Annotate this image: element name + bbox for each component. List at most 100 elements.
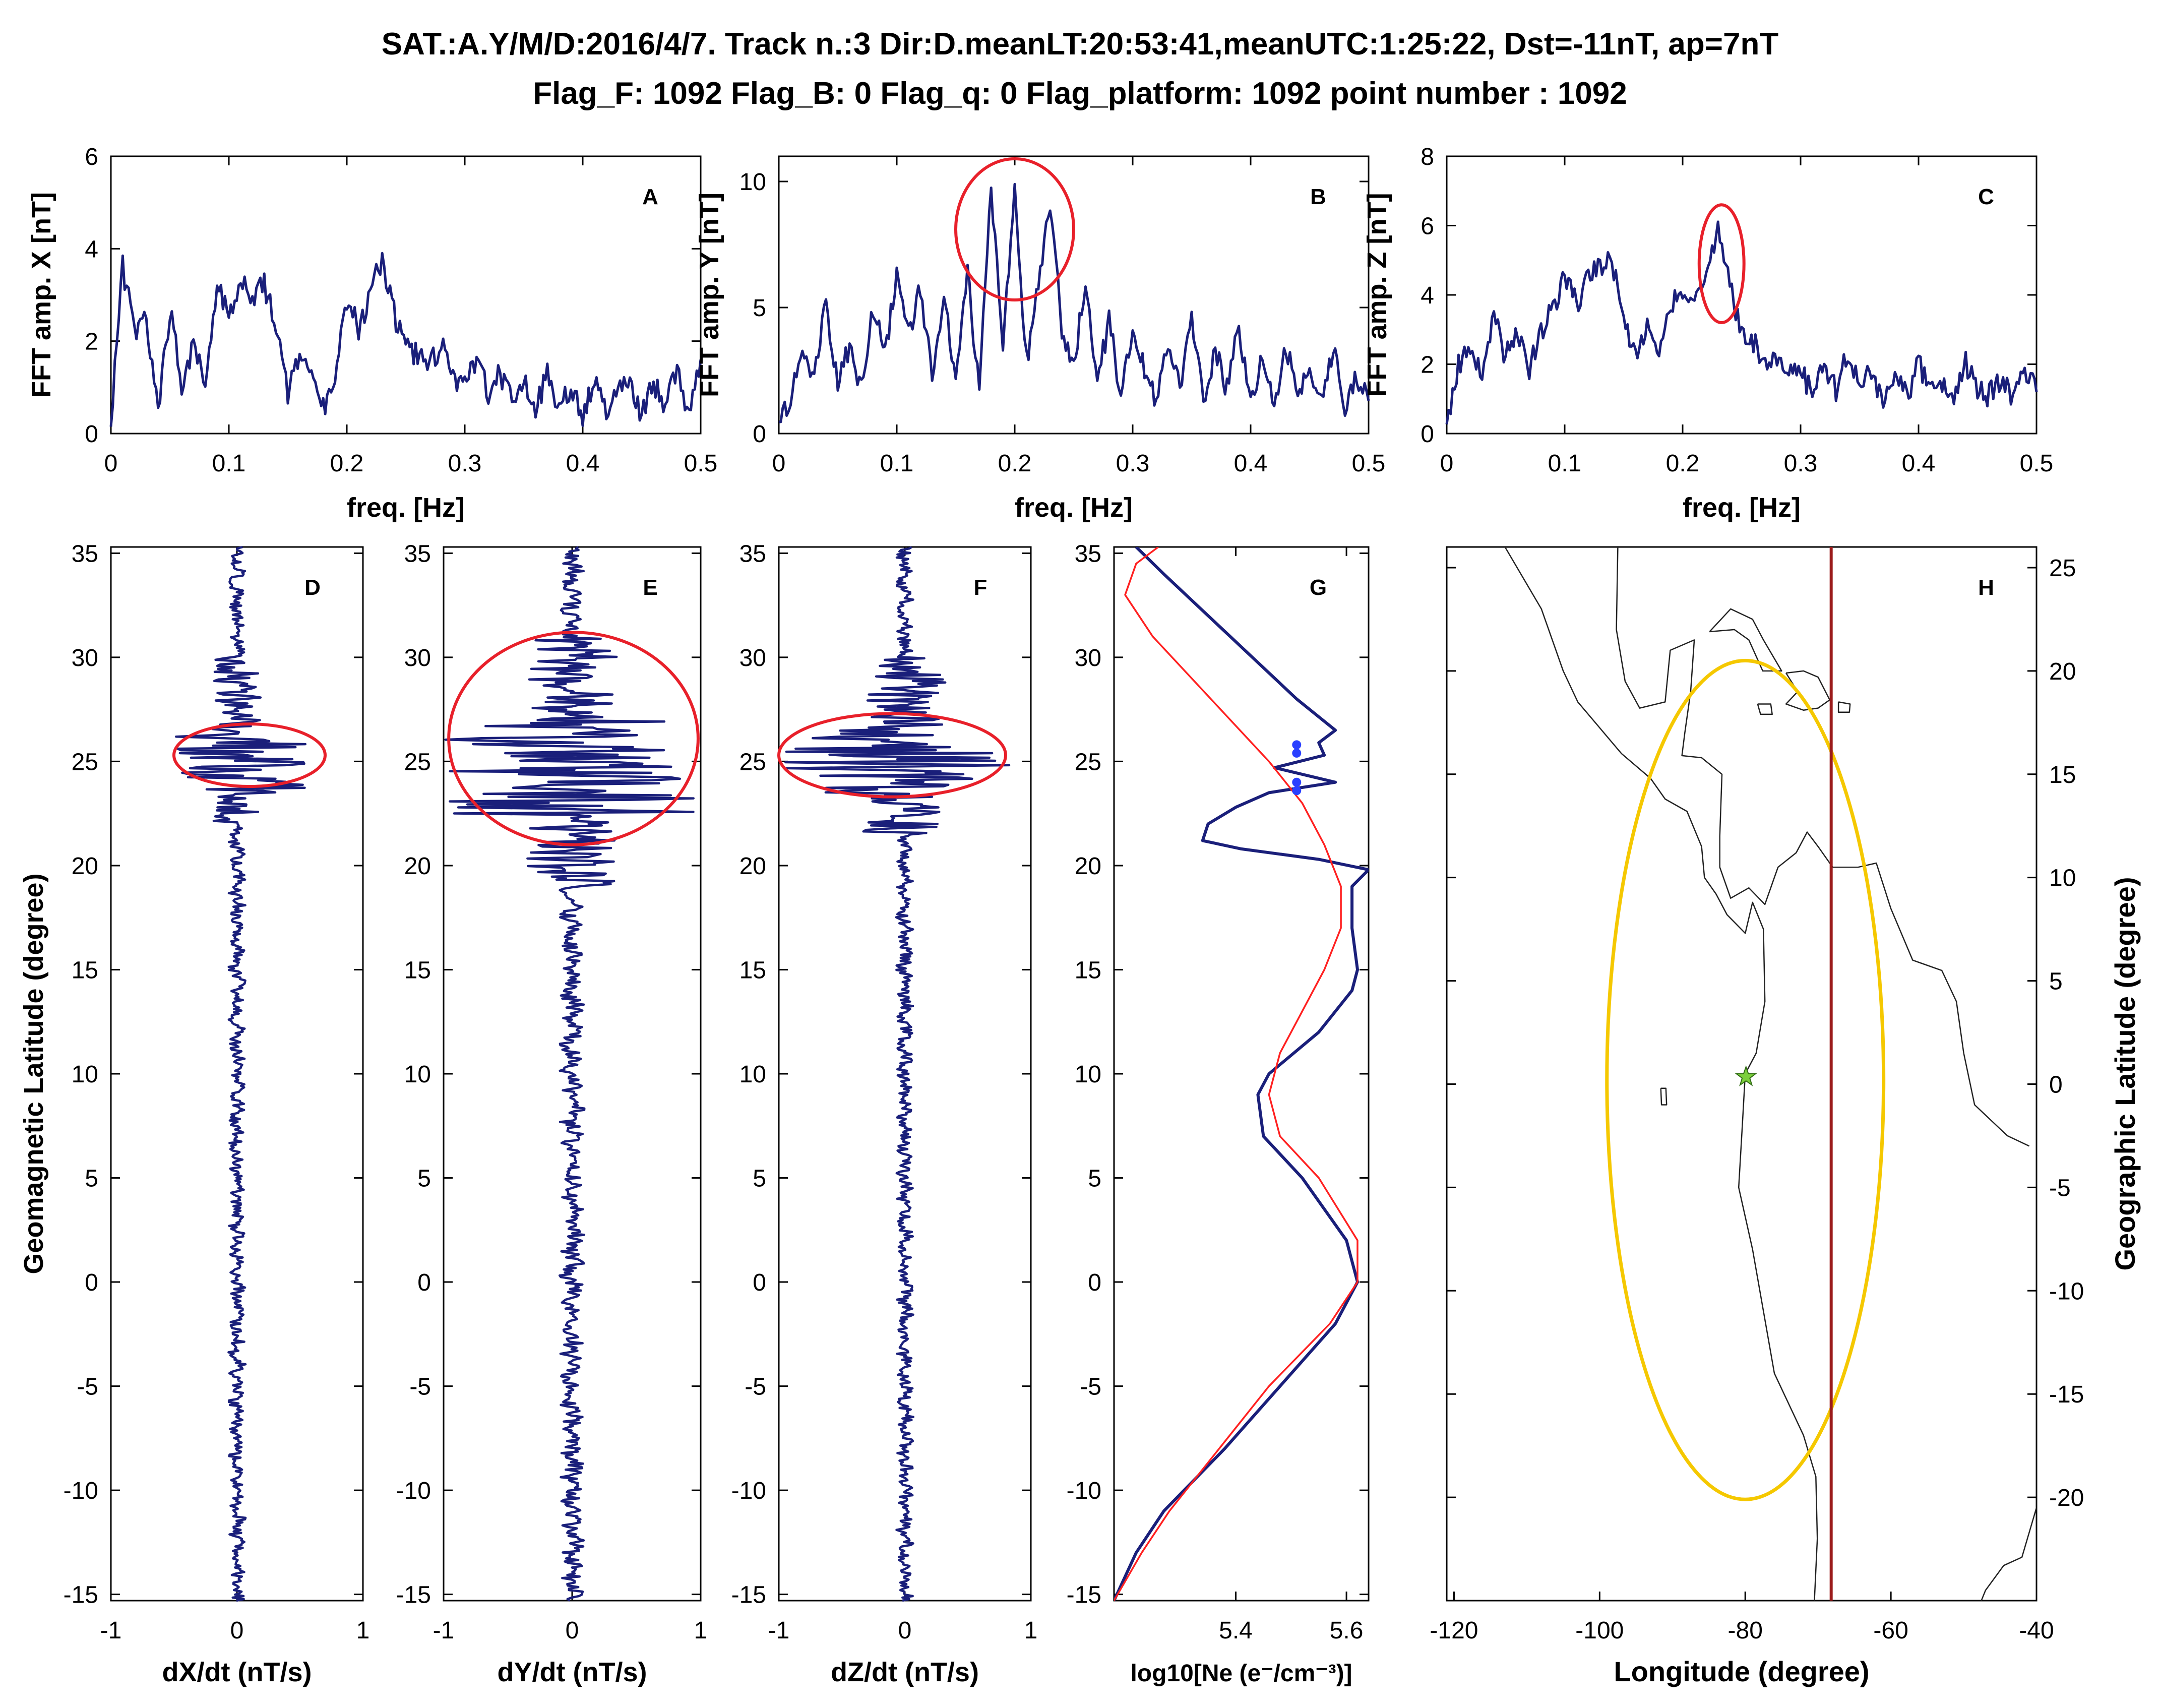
fft-spectrum-line [1445,220,2038,424]
y-tick-label: 4 [85,236,98,263]
y-tick-label: -10 [731,1478,766,1504]
y-axis-label: Geographic Latitude (degree) [2109,877,2141,1271]
x-tick-label: -1 [100,1617,122,1644]
y-axis-label: FFT amp. Z [nT] [1362,193,1392,397]
x-tick-label: 0.1 [212,450,246,477]
x-tick-label: -60 [1873,1617,1908,1644]
y-tick-label: -15 [731,1582,766,1609]
y-axis-label: Geomagnetic Latitude (degree) [19,873,49,1274]
y-tick-label: 15 [404,957,431,984]
y-tick-label: -10 [1067,1478,1101,1504]
x-tick-label: 0.4 [1234,450,1268,477]
x-tick-label: 0.2 [1666,450,1700,477]
map-area [1504,547,2036,1601]
x-tick-label: -120 [1430,1617,1478,1644]
y-tick-label: 20 [1075,853,1101,880]
y-tick-label: 15 [2049,762,2076,788]
x-tick-label: 0.5 [1352,450,1386,477]
y-tick-label: 8 [1421,144,1434,170]
y-tick-label: -15 [64,1582,98,1609]
preparation-zone-ellipse [1605,658,1886,1501]
y-tick-label: 35 [72,540,98,567]
y-axis-label: FFT amp. X [nT] [26,192,56,398]
panel-label: A [642,185,658,209]
coastline [1709,608,1782,672]
panel-label: B [1310,185,1326,209]
highlight-ellipse [447,631,700,846]
x-axis-label: dX/dt (nT/s) [162,1657,312,1687]
x-tick-label: 0 [104,450,118,477]
x-tick-label: 5.6 [1330,1617,1364,1644]
y-tick-label: 10 [1075,1061,1101,1088]
x-axis-label: freq. [Hz] [347,493,465,523]
x-axis-label: freq. [Hz] [1683,493,1801,523]
derivative-trace [444,546,695,1602]
coastline [1616,547,2030,1147]
figure-title-line2: Flag_F: 1092 Flag_B: 0 Flag_q: 0 Flag_pl… [533,76,1627,111]
y-tick-label: -5 [409,1374,431,1400]
y-tick-label: 15 [739,957,766,984]
x-axis-label: freq. [Hz] [1015,493,1133,523]
y-tick-label: 10 [739,1061,766,1088]
coastline [1837,701,1851,713]
coastline [1504,547,1818,1601]
y-tick-label: 10 [404,1061,431,1088]
x-tick-label: 1 [1024,1617,1038,1644]
panel-label: F [974,575,988,600]
y-tick-label: -5 [1080,1374,1101,1400]
x-axis-label: Longitude (degree) [1614,1656,1869,1687]
x-axis-label: dZ/dt (nT/s) [831,1657,979,1687]
y-tick-label: -5 [745,1374,766,1400]
y-tick-label: 20 [739,853,766,880]
x-axis-label: dY/dt (nT/s) [498,1657,647,1687]
x-tick-label: 0 [230,1617,244,1644]
y-tick-label: -15 [396,1582,431,1609]
measured-ne-curve [1114,547,1369,1601]
plot-area [1114,547,1369,1601]
y-tick-label: 25 [72,749,98,775]
x-tick-label: 0 [772,450,786,477]
x-tick-label: 0.5 [684,450,718,477]
y-tick-label: 30 [739,645,766,672]
x-tick-label: 0 [898,1617,912,1644]
y-tick-label: 35 [739,540,766,567]
y-tick-label: 0 [417,1269,431,1296]
y-tick-label: 25 [1075,749,1101,775]
x-tick-label: 0.1 [880,450,914,477]
derivative-trace [175,545,307,1602]
panel-label: G [1310,575,1327,600]
highlight-ellipse [954,157,1075,301]
anomaly-marker [1292,777,1302,787]
y-tick-label: 15 [72,957,98,984]
y-tick-label: 6 [85,144,98,170]
anomaly-marker [1292,740,1302,750]
x-tick-label: 1 [694,1617,708,1644]
y-tick-label: 5 [1088,1166,1101,1192]
y-axis-label: FFT amp. Y [nT] [694,193,724,397]
x-tick-label: 0 [1440,450,1454,477]
panel-label: C [1978,185,1994,209]
y-tick-label: 25 [2049,555,2076,582]
x-tick-label: 1 [356,1617,370,1644]
highlight-ellipse [777,712,1007,799]
y-tick-label: -20 [2049,1485,2084,1511]
x-tick-label: 0.3 [1784,450,1818,477]
y-tick-label: 10 [2049,865,2076,892]
y-tick-label: 0 [1421,421,1434,448]
y-tick-label: 20 [2049,658,2076,685]
y-tick-label: 6 [1421,213,1434,240]
panel-h-map: -120 -100 -80 -60 -40 25 20 15 10 5 0 -5 -10 -15 -20 H L… [1430,546,2141,1687]
y-tick-label: -5 [77,1374,98,1400]
y-tick-label: 30 [72,645,98,672]
y-tick-label: 30 [404,645,431,672]
x-tick-label: 0.3 [1116,450,1150,477]
highlight-ellipse [1697,203,1746,324]
y-tick-label: 20 [72,853,98,880]
x-tick-label: -100 [1575,1617,1624,1644]
model-ne-curve [1114,547,1359,1601]
highlight-ellipse [172,722,327,788]
